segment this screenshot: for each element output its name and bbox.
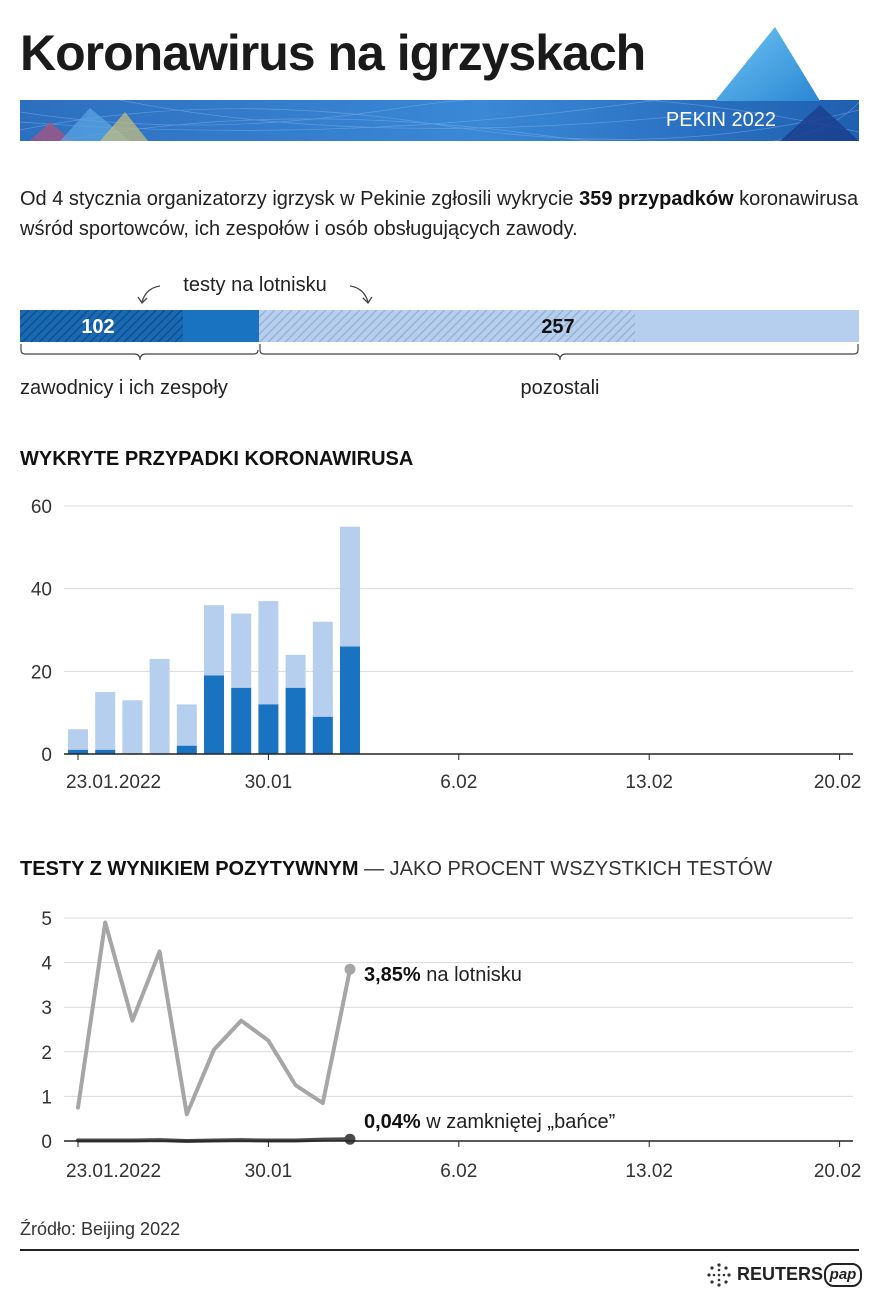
bar-athletes xyxy=(312,716,333,754)
airport-annotation: 3,85% na lotnisku xyxy=(364,964,522,987)
x-tick-label: 6.02 xyxy=(440,772,477,793)
intro-text: Od 4 stycznia organizatorzy igrzysk w Pe… xyxy=(20,188,580,210)
x-tick-label: 30.01 xyxy=(245,772,293,793)
airport-label: testy na lotnisku xyxy=(183,274,326,296)
bar-athletes xyxy=(285,687,306,754)
page-title: Koronawirus na igrzyskach xyxy=(20,25,646,81)
y-tick-label: 2 xyxy=(41,1043,52,1064)
airport-annotation-value: 3,85% xyxy=(364,964,421,986)
curved-arrow-left-icon xyxy=(141,285,161,303)
bar-athletes xyxy=(258,704,279,754)
airport-line xyxy=(76,920,352,1117)
reuters-logo-text: REUTERS xyxy=(737,1264,824,1284)
y-tick-label: 20 xyxy=(31,662,52,683)
source-note: Źródło: Beijing 2022 xyxy=(20,1219,181,1239)
intro-highlight: 359 przypadków xyxy=(579,188,734,210)
x-tick-label: 20.02 xyxy=(814,772,862,793)
x-tick-label: 23.01.2022 xyxy=(66,1161,161,1182)
banner-label: PEKIN 2022 xyxy=(665,109,776,131)
bar-others xyxy=(312,621,333,717)
pap-logo: pap xyxy=(824,1263,862,1287)
bar-others xyxy=(68,729,88,750)
airport-end-dot xyxy=(344,963,356,975)
bubble-annotation-value: 0,04% xyxy=(364,1111,421,1133)
bar-athletes xyxy=(68,749,88,754)
bar-others xyxy=(204,605,224,676)
x-tick-label: 23.01.2022 xyxy=(66,772,161,793)
athletes-airport-hatch xyxy=(20,310,183,342)
bar-others xyxy=(122,700,143,754)
y-tick-label: 1 xyxy=(41,1087,52,1108)
bar-others xyxy=(231,613,252,688)
athletes-label: zawodnicy i ich zespoły xyxy=(20,377,228,399)
intro-text-end: koronawirusa wśród sportowców, ich zespo… xyxy=(20,188,859,240)
bar-athletes xyxy=(176,745,197,754)
others-label: pozostali xyxy=(521,377,600,399)
intro-paragraph: Od 4 stycznia organizatorzy igrzysk w Pe… xyxy=(20,184,865,244)
x-tick-label: 20.02 xyxy=(814,1161,862,1182)
others-brace xyxy=(259,344,859,361)
airport-annotation-text: na lotnisku xyxy=(420,964,522,986)
y-tick-label: 0 xyxy=(41,745,52,766)
others-airport-hatch xyxy=(259,310,635,342)
bar-others xyxy=(340,526,360,647)
tests-chart-title: TESTY Z WYNIKIEM POZYTYWNYM — JAKO PROCE… xyxy=(20,858,772,881)
bubble-annotation-text: w zamkniętej „bańce” xyxy=(420,1111,616,1133)
x-tick-label: 13.02 xyxy=(625,1161,673,1182)
others-value: 257 xyxy=(541,316,574,338)
y-tick-label: 3 xyxy=(41,998,52,1019)
bar-athletes xyxy=(340,646,360,754)
x-tick-label: 13.02 xyxy=(625,772,673,793)
footer-divider xyxy=(20,1249,859,1251)
tests-line-chart: 0 1 2 3 4 5 23.01.2022 30.01 6.02 13.02 20.02 xyxy=(41,909,862,1182)
bar-athletes xyxy=(95,749,116,754)
bar-athletes xyxy=(231,687,252,754)
breakdown-graphic: testy na lotnisku 102 257 zawodnicy i ic… xyxy=(20,274,859,399)
reuters-logo-icon xyxy=(707,1263,731,1287)
x-tick-label: 30.01 xyxy=(245,1161,293,1182)
cases-bar-chart: 0 20 40 60 23.01.2022 30.01 6.02 13.02 20.02 xyxy=(31,497,862,793)
bubble-annotation: 0,04% w zamkniętej „bańce” xyxy=(364,1111,615,1134)
mountain-icon xyxy=(715,27,820,101)
bar-others xyxy=(258,601,279,705)
athletes-brace xyxy=(20,344,259,361)
y-tick-label: 0 xyxy=(41,1132,52,1153)
bar-others xyxy=(285,654,306,688)
cases-chart-title: WYKRYTE PRZYPADKI KORONAWIRUSA xyxy=(20,448,414,470)
bar-others xyxy=(149,658,170,754)
y-tick-label: 60 xyxy=(31,497,52,518)
curved-arrow-right-icon xyxy=(349,285,369,303)
x-tick-label: 6.02 xyxy=(440,1161,477,1182)
bar-others xyxy=(95,692,116,750)
bar-athletes xyxy=(204,675,224,754)
bar-others xyxy=(176,704,197,746)
y-tick-label: 40 xyxy=(31,580,52,601)
tests-chart-title-rest: — JAKO PROCENT WSZYSTKICH TESTÓW xyxy=(358,858,773,880)
header-banner xyxy=(20,100,859,141)
bubble-end-dot xyxy=(344,1133,356,1145)
athletes-value: 102 xyxy=(81,316,114,338)
y-tick-label: 4 xyxy=(41,954,52,975)
tests-chart-title-bold: TESTY Z WYNIKIEM POZYTYWNYM xyxy=(20,858,359,880)
y-tick-label: 5 xyxy=(41,909,52,930)
